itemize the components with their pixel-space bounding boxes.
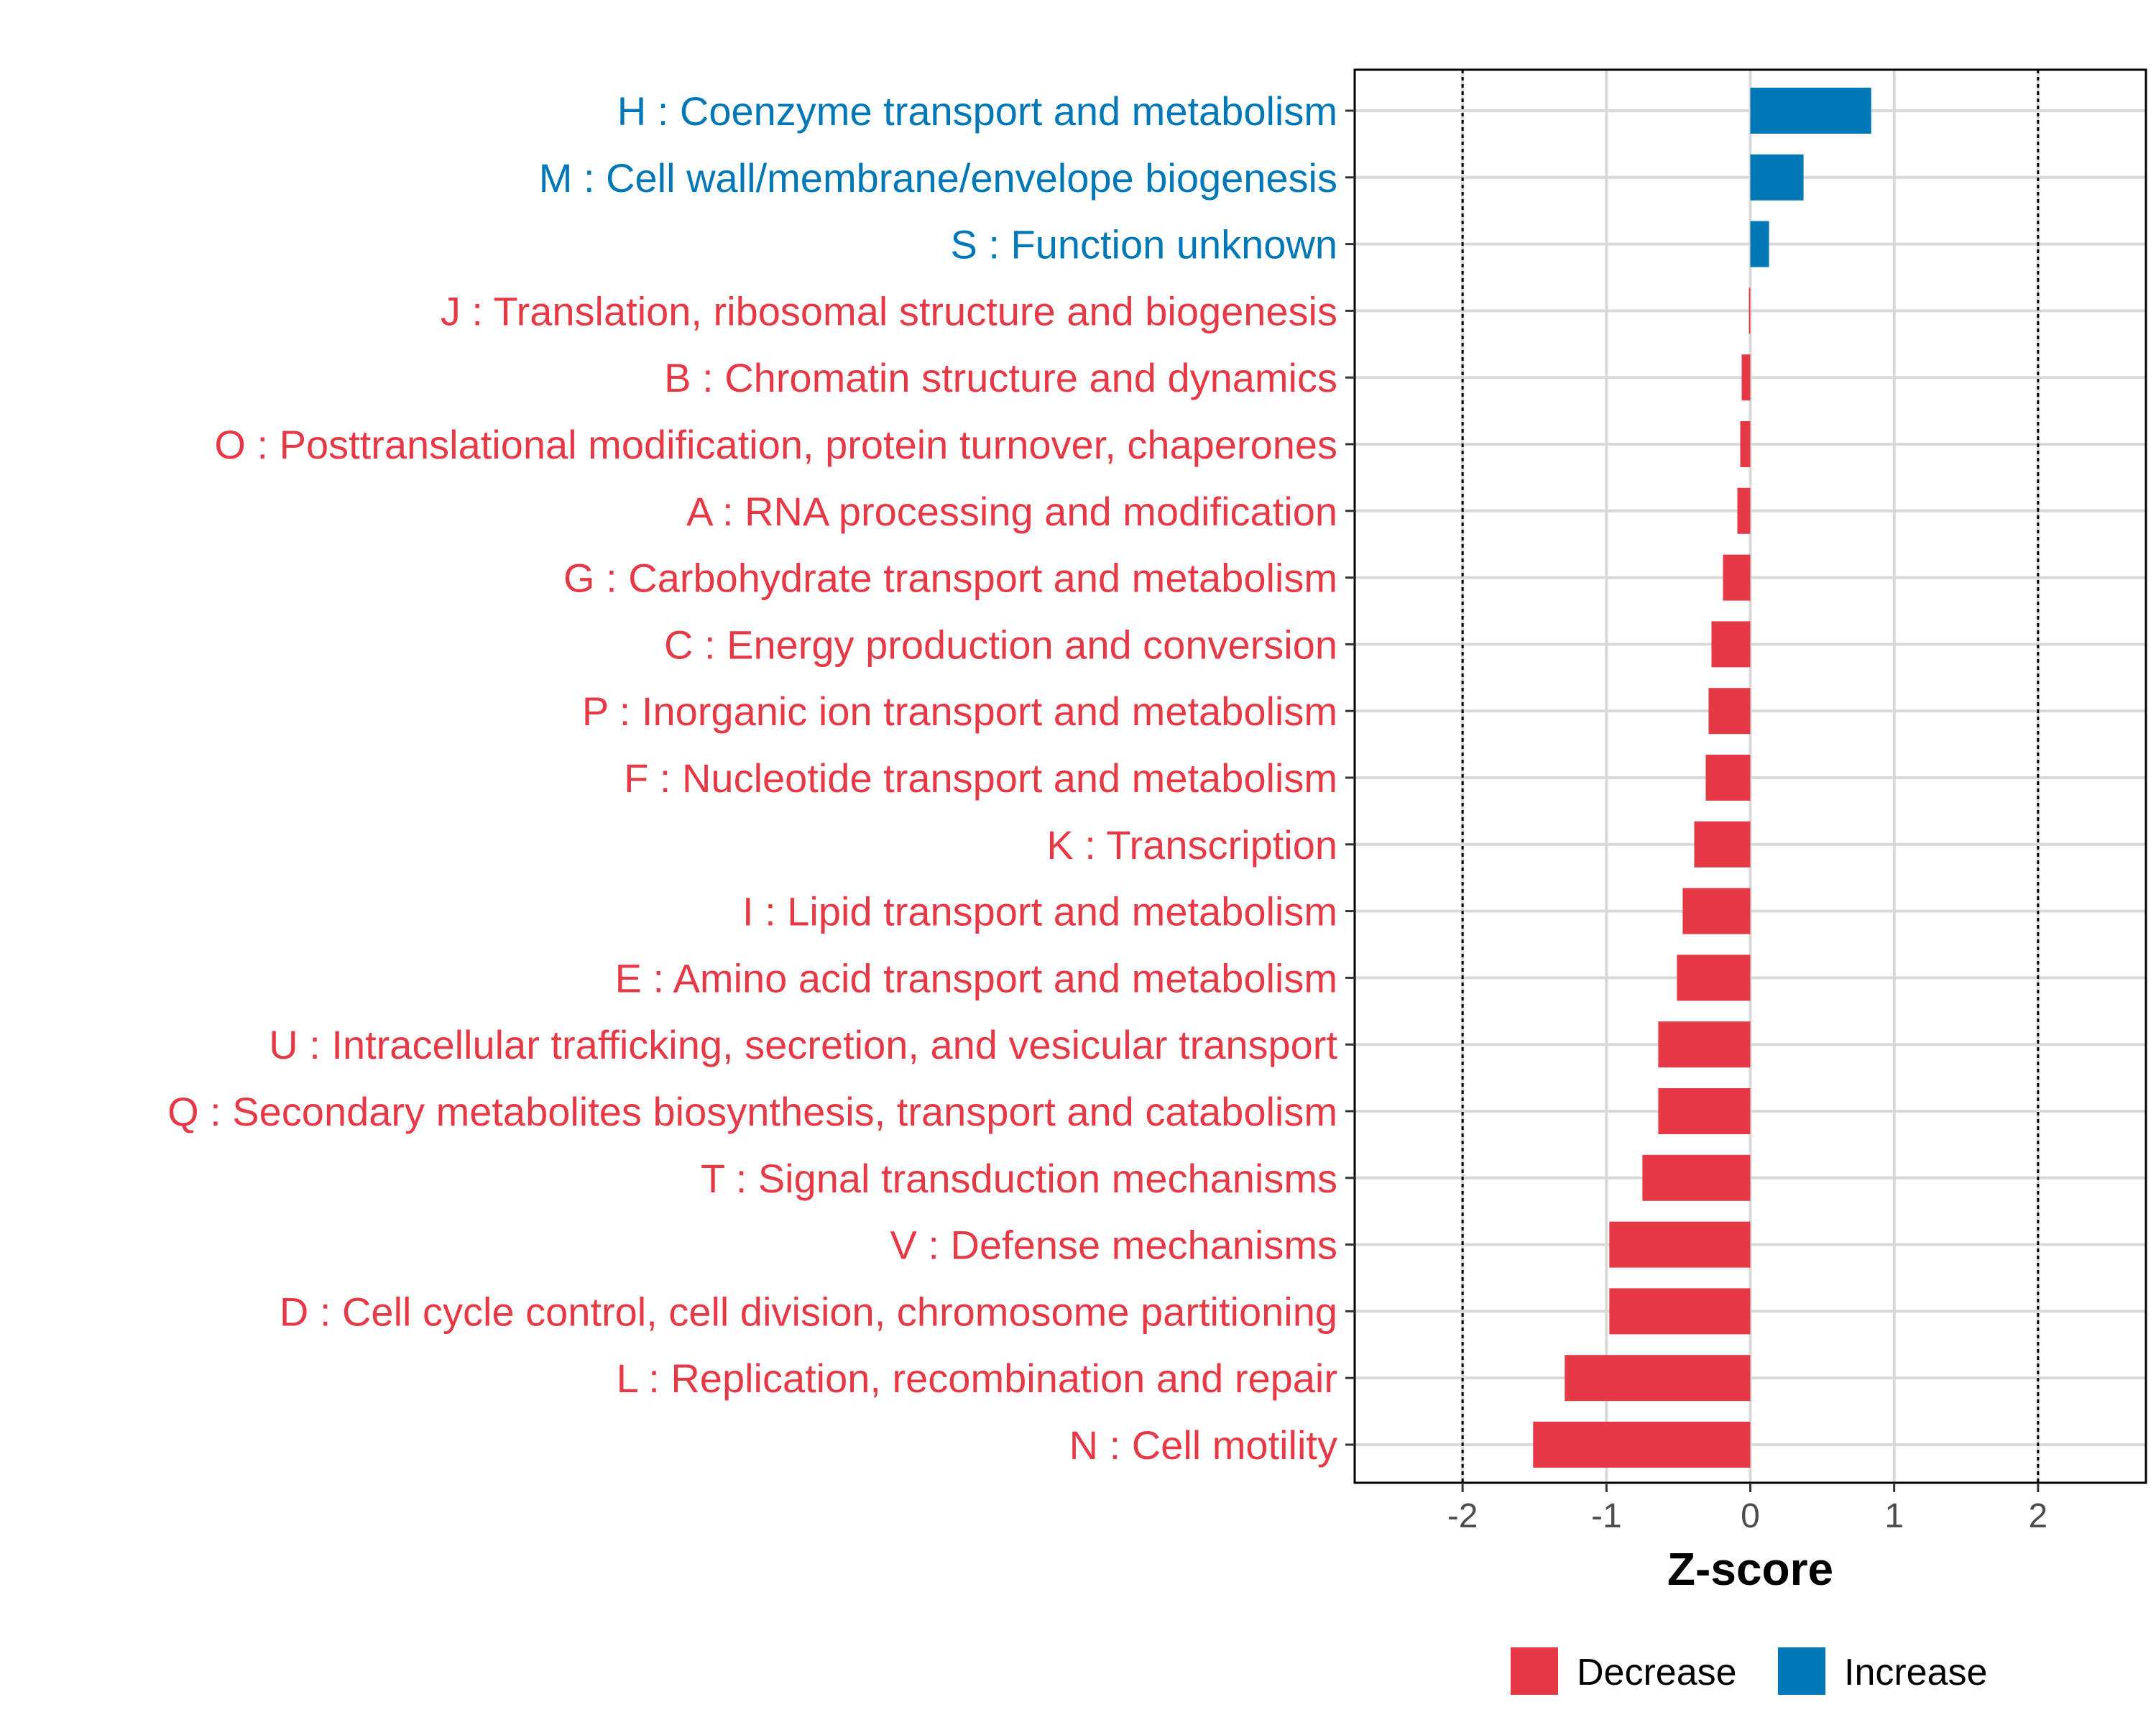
bar [1750,88,1871,134]
category-label: U : Intracellular trafficking, secretion… [269,1022,1337,1067]
bar [1711,621,1751,668]
category-label: D : Cell cycle control, cell division, c… [280,1289,1337,1334]
x-tick-label: 1 [1884,1497,1904,1535]
legend-label: Increase [1844,1652,1987,1693]
legend-swatch [1511,1647,1558,1695]
category-label: M : Cell wall/membrane/envelope biogenes… [539,155,1337,201]
category-label: K : Transcription [1046,822,1337,868]
bar [1609,1221,1751,1268]
category-label: T : Signal transduction mechanisms [701,1156,1337,1201]
bar [1750,221,1769,267]
bar [1609,1288,1751,1335]
category-label: J : Translation, ribosomal structure and… [441,288,1337,334]
category-label: O : Posttranslational modification, prot… [214,422,1337,467]
bar [1642,1154,1751,1201]
category-label: F : Nucleotide transport and metabolism [624,755,1337,801]
bar [1737,487,1751,534]
category-label: N : Cell motility [1069,1422,1337,1468]
bar [1658,1021,1751,1068]
category-label: I : Lipid transport and metabolism [742,889,1337,934]
bar [1749,288,1751,334]
bar-layer [1533,88,1871,1468]
bar [1658,1088,1751,1134]
bar [1708,688,1751,735]
x-axis: -2 -1 0 1 2 [1447,1483,2047,1535]
legend-swatch [1778,1647,1825,1695]
x-tick-label: 2 [2029,1497,2048,1535]
category-labels: H : Coenzyme transport and metabolism M :… [167,88,1355,1468]
category-label: P : Inorganic ion transport and metaboli… [582,689,1337,734]
category-label: V : Defense mechanisms [890,1223,1337,1268]
category-label: G : Carbohydrate transport and metabolis… [563,556,1337,601]
bar [1723,554,1751,601]
bar [1565,1355,1751,1402]
bar [1750,154,1804,201]
x-tick-label: 0 [1741,1497,1760,1535]
category-label: S : Function unknown [950,222,1337,267]
category-label: A : RNA processing and modification [686,489,1337,534]
category-label: H : Coenzyme transport and metabolism [617,88,1337,134]
bar [1677,954,1751,1001]
bar [1740,421,1751,467]
bar [1682,888,1751,934]
legend-label: Decrease [1577,1652,1737,1693]
legend: Decrease Increase [1511,1647,1987,1695]
x-axis-title: Z-score [1667,1543,1833,1595]
bar [1533,1422,1751,1468]
bar [1694,821,1751,868]
category-label: E : Amino acid transport and metabolism [615,955,1337,1000]
category-label: L : Replication, recombination and repai… [617,1356,1337,1401]
bar [1741,354,1751,401]
x-tick-label: -1 [1591,1497,1622,1535]
x-tick-label: -2 [1447,1497,1478,1535]
category-label: Q : Secondary metabolites biosynthesis, … [167,1089,1337,1134]
bar [1705,755,1751,801]
category-label: C : Energy production and conversion [664,622,1337,667]
category-label: B : Chromatin structure and dynamics [664,355,1337,400]
